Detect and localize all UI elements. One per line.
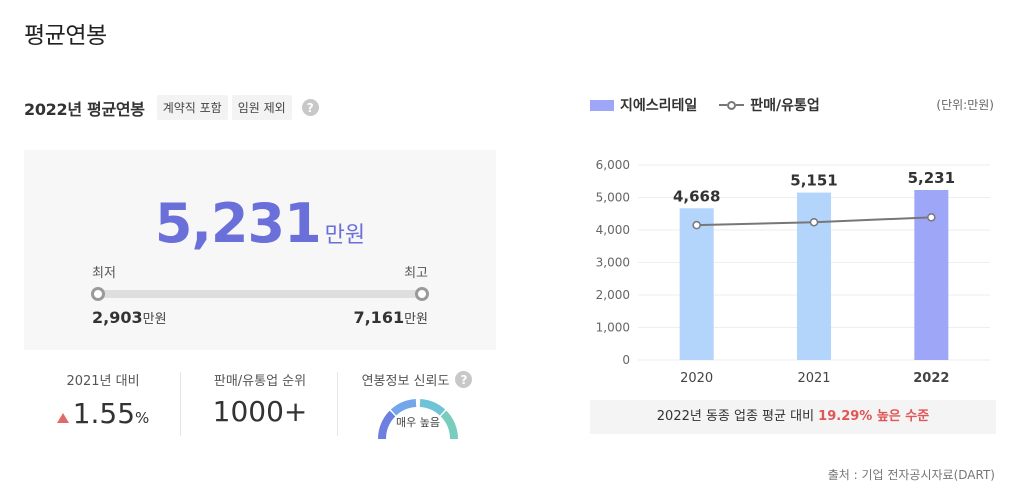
salary-bar-chart: 0 1,000 2,000 3,000 4,000 5,000 6,000 4,668 2020…: [596, 158, 990, 386]
comparison-highlight: 19.29% 높은 수준: [818, 409, 930, 424]
bar-2021: [797, 192, 831, 360]
salary-range-track: [98, 290, 422, 298]
y-tick-label: 1,000: [596, 321, 630, 335]
question-icon[interactable]: ?: [455, 371, 473, 388]
question-icon[interactable]: ?: [301, 99, 319, 116]
yoy-label: 2021년 대비: [66, 374, 140, 389]
average-salary-value: 5,231: [154, 192, 322, 255]
divider: [180, 372, 181, 436]
yoy-unit: %: [135, 409, 150, 427]
salary-summary-box: 5,231 만원 최저 최고 2,903만원 7,161만원: [24, 150, 496, 350]
y-tick-label: 2,000: [596, 288, 630, 302]
rank-stat: 판매/유통업 순위 1000+: [185, 370, 335, 428]
chart-legend: 지에스리테일 판매/유통업: [590, 95, 820, 115]
y-tick-label: 3,000: [596, 256, 630, 270]
bar-value-label: 5,151: [790, 172, 837, 190]
x-tick-label: 2022: [913, 371, 949, 386]
reliability-label: 연봉정보 신뢰도: [361, 374, 450, 389]
min-salary-value: 2,903: [92, 308, 143, 327]
unit-note: (단위:만원): [936, 98, 994, 112]
reliability-gauge: [376, 397, 460, 439]
data-source: 출처 : 기업 전자공시자료(DART): [827, 468, 995, 482]
yoy-value: 1.55: [72, 397, 136, 430]
up-triangle-icon: [56, 413, 69, 423]
yoy-stat: 2021년 대비 1.55%: [28, 370, 178, 430]
bar-legend-swatch: [590, 99, 614, 111]
y-tick-label: 4,000: [596, 223, 630, 237]
average-salary-unit: 만원: [324, 223, 366, 248]
comparison-text: 2022년 동종 업종 평균 대비: [656, 409, 819, 424]
bar-value-label: 4,668: [673, 187, 720, 205]
divider: [337, 372, 338, 436]
rank-label: 판매/유통업 순위: [213, 374, 307, 389]
industry-point: [809, 217, 819, 227]
average-salary: 5,231 만원: [24, 192, 496, 255]
y-tick-label: 5,000: [596, 191, 630, 205]
bar-value-label: 5,231: [908, 169, 955, 187]
page-title: 평균연봉: [24, 23, 107, 49]
summary-header: 2022년 평균연봉 계약직 포함 임원 제외 ?: [24, 95, 319, 120]
line-legend-label: 판매/유통업: [750, 98, 820, 114]
rank-value: 1000+: [212, 395, 308, 428]
bar-legend-label: 지에스리테일: [620, 98, 698, 114]
min-label: 최저: [92, 266, 116, 281]
industry-point: [927, 213, 936, 222]
range-max-handle: [415, 287, 429, 301]
max-label: 최고: [404, 266, 428, 281]
y-tick-label: 0: [622, 353, 630, 367]
industry-comparison: 2022년 동종 업종 평균 대비 19.29% 높은 수준: [590, 400, 996, 434]
x-tick-label: 2021: [797, 371, 830, 386]
y-tick-label: 6,000: [596, 158, 630, 172]
reliability-value: 매우 높음: [396, 416, 440, 429]
industry-point: [692, 220, 701, 230]
line-legend-swatch: [719, 100, 745, 110]
min-salary: 2,903만원: [92, 308, 167, 327]
tag-executives-excluded: 임원 제외: [231, 95, 292, 120]
max-salary: 7,161만원: [353, 308, 428, 327]
range-min-handle: [91, 287, 105, 301]
bar-2020: [679, 208, 714, 360]
min-salary-unit: 만원: [142, 312, 167, 327]
x-tick-label: 2020: [680, 371, 713, 386]
reliability-stat: 연봉정보 신뢰도 ?: [342, 370, 492, 389]
summary-title: 2022년 평균연봉: [24, 99, 145, 119]
max-salary-value: 7,161: [353, 308, 405, 327]
tag-contract-included: 계약직 포함: [156, 95, 228, 120]
max-salary-unit: 만원: [404, 312, 428, 327]
